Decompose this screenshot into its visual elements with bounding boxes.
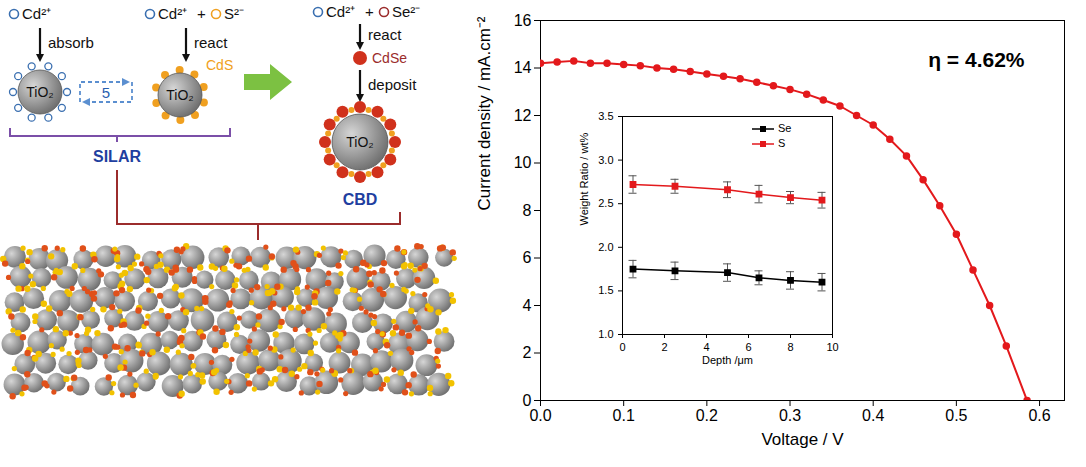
svg-text:2.0: 2.0 xyxy=(598,241,613,253)
svg-text:Cd²⁺: Cd²⁺ xyxy=(326,3,355,20)
svg-text:8: 8 xyxy=(523,202,532,219)
svg-text:CdSe: CdSe xyxy=(372,50,407,66)
svg-text:3.5: 3.5 xyxy=(598,110,613,122)
html-text:S: S xyxy=(778,137,786,149)
svg-text:5: 5 xyxy=(102,84,110,101)
svg-text:deposit: deposit xyxy=(368,76,417,93)
svg-text:0.4: 0.4 xyxy=(862,407,884,424)
svg-text:8: 8 xyxy=(787,341,793,353)
svg-text:12: 12 xyxy=(514,107,532,124)
svg-text:0.5: 0.5 xyxy=(945,407,967,424)
svg-text:S²⁻: S²⁻ xyxy=(224,5,244,22)
svg-text:absorb: absorb xyxy=(48,34,94,51)
svg-text:0.2: 0.2 xyxy=(696,407,718,424)
svg-text:η = 4.62%: η = 4.62% xyxy=(928,48,1025,71)
svg-text:Current density / mA.cm⁻²: Current density / mA.cm⁻² xyxy=(475,16,494,210)
svg-text:react: react xyxy=(368,26,402,43)
svg-text:0.6: 0.6 xyxy=(1028,407,1050,424)
svg-text:14: 14 xyxy=(514,59,532,76)
svg-text:SILAR: SILAR xyxy=(93,148,141,165)
svg-text:Depth /μm: Depth /μm xyxy=(702,354,753,366)
svg-text:6: 6 xyxy=(745,341,751,353)
svg-text:3.0: 3.0 xyxy=(598,154,613,166)
svg-text:1.5: 1.5 xyxy=(598,284,613,296)
svg-text:0.3: 0.3 xyxy=(779,407,801,424)
svg-text:+: + xyxy=(365,3,374,20)
svg-text:CdS: CdS xyxy=(206,57,233,73)
svg-text:TiO₂: TiO₂ xyxy=(346,134,373,150)
svg-text:0.1: 0.1 xyxy=(613,407,635,424)
svg-text:+: + xyxy=(197,5,206,22)
html-text:Se: Se xyxy=(778,122,792,134)
svg-text:0.0: 0.0 xyxy=(529,407,551,424)
svg-text:2: 2 xyxy=(661,341,667,353)
svg-text:6: 6 xyxy=(523,249,532,266)
svg-text:1.0: 1.0 xyxy=(598,328,613,340)
svg-text:16: 16 xyxy=(514,12,532,29)
svg-text:Voltage / V: Voltage / V xyxy=(761,430,844,449)
svg-text:CBD: CBD xyxy=(343,191,378,208)
svg-text:TiO₂: TiO₂ xyxy=(166,87,193,103)
svg-text:10: 10 xyxy=(514,154,532,171)
svg-text:0: 0 xyxy=(522,391,532,409)
svg-text:10: 10 xyxy=(826,341,838,353)
svg-text:0: 0 xyxy=(619,341,625,353)
svg-text:react: react xyxy=(194,34,228,51)
svg-text:Weight Ratio / wt%: Weight Ratio / wt% xyxy=(578,133,590,226)
svg-text:TiO₂: TiO₂ xyxy=(26,84,53,100)
svg-text:Se²⁻: Se²⁻ xyxy=(392,3,420,20)
svg-text:2.5: 2.5 xyxy=(598,197,613,209)
svg-text:2: 2 xyxy=(523,344,532,361)
svg-text:4: 4 xyxy=(523,297,532,314)
svg-text:4: 4 xyxy=(703,341,709,353)
svg-text:Cd²⁺: Cd²⁺ xyxy=(22,5,51,22)
svg-text:Cd²⁺: Cd²⁺ xyxy=(158,5,187,22)
